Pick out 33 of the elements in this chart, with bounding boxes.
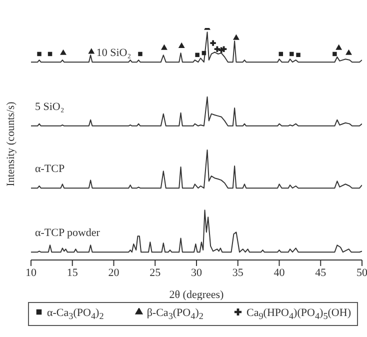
series-label: α-TCP [35, 163, 65, 176]
point [161, 44, 168, 50]
point [138, 52, 142, 56]
legend-label: β-Ca$_{3}$(PO$_{4}$)$_{2}$ [146, 307, 204, 322]
series-label: 5 SiO₂ [35, 100, 64, 113]
point [178, 42, 185, 48]
x-tick-label: 35 [232, 266, 244, 279]
point [346, 49, 352, 55]
point [336, 44, 342, 50]
point [60, 49, 66, 55]
x-tick-label: 15 [66, 266, 78, 279]
x-tick-label: 30 [191, 266, 202, 279]
x-axis-title: 2θ (degrees) [169, 289, 224, 301]
legend-label: α-Ca$_{3}$(PO$_{4}$)$_{2}$ [47, 307, 104, 322]
point [37, 52, 42, 56]
x-tick-label: 10 [26, 266, 37, 279]
x-tick-label: 25 [150, 266, 162, 279]
point [210, 40, 216, 46]
point [296, 52, 300, 58]
point [232, 34, 240, 40]
point [195, 52, 200, 58]
x-tick-label: 20 [108, 266, 120, 279]
y-axis-title: Intensity (counts/s) [5, 101, 17, 186]
text: Ca$_{9}$(HPO$_{4}$)(PO$_{4}$)$_{5}$(OH) [246, 307, 351, 322]
point [88, 48, 95, 54]
x-tick-label: 40 [274, 266, 286, 279]
point [290, 52, 294, 56]
x-tick-label: 45 [315, 266, 327, 279]
series-label: 10 SiO₂ [96, 47, 132, 60]
point [332, 52, 337, 56]
x-tick-label: 50 [356, 266, 367, 279]
point [214, 46, 220, 52]
series-label: α-TCP powder [35, 227, 100, 240]
